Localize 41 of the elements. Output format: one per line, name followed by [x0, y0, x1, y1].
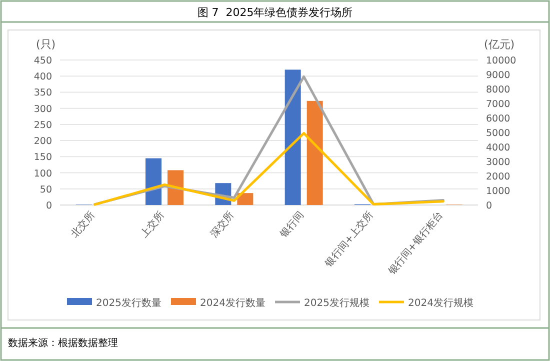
y-tick-label: 50	[40, 184, 52, 196]
y2-tick-label: 6000	[486, 114, 510, 124]
legend-label: 2024发行数量	[200, 298, 266, 309]
y2-tick-label: 8000	[486, 84, 510, 96]
legend-label: 2024发行规模	[408, 297, 474, 309]
x-tick-label: 银行间+银行柜台	[385, 209, 446, 278]
y2-tick-label: 4000	[486, 142, 510, 154]
y-tick-label: 300	[34, 104, 52, 115]
x-tick-label: 深交所	[208, 209, 236, 240]
bar	[146, 158, 162, 205]
y-tick-label: 150	[34, 152, 52, 164]
y2-tick-label: 7000	[486, 99, 510, 110]
source-note: 数据来源：根据数据整理	[8, 337, 118, 349]
y-tick-label: 200	[34, 136, 52, 148]
bar	[168, 170, 184, 205]
y2-tick-label: 5000	[486, 128, 510, 139]
y-tick-label: 250	[34, 120, 52, 131]
line-series	[94, 132, 444, 206]
y-tick-label: 350	[34, 88, 52, 99]
legend-label: 2025发行规模	[304, 297, 370, 309]
y-tick-label: 450	[34, 56, 52, 66]
bar	[237, 193, 254, 205]
y2-tick-label: 9000	[486, 70, 510, 81]
y-tick-label: 0	[46, 200, 52, 212]
x-tick-label: 银行间	[277, 209, 306, 241]
chart-title: 图 7 2025年绿色债券发行场所	[197, 6, 353, 19]
y2-tick-label: 0	[486, 200, 492, 212]
x-tick-label: 上交所	[138, 209, 167, 240]
y2-tick-label: 10000	[486, 56, 516, 66]
y2-axis-title: (亿元)	[484, 38, 515, 51]
y-axis-title: (只)	[36, 38, 56, 51]
y2-tick-label: 1000	[486, 186, 510, 197]
bar	[306, 100, 323, 205]
bar	[284, 70, 301, 205]
y2-tick-label: 3000	[486, 157, 510, 168]
x-tick-label: 银行间+上交所	[322, 209, 376, 270]
x-tick-label: 北交所	[68, 209, 98, 240]
y-tick-label: 400	[34, 72, 52, 83]
legend-label: 2025发行数量	[96, 298, 162, 309]
y2-tick-label: 2000	[486, 172, 510, 182]
y-tick-label: 100	[34, 168, 52, 180]
